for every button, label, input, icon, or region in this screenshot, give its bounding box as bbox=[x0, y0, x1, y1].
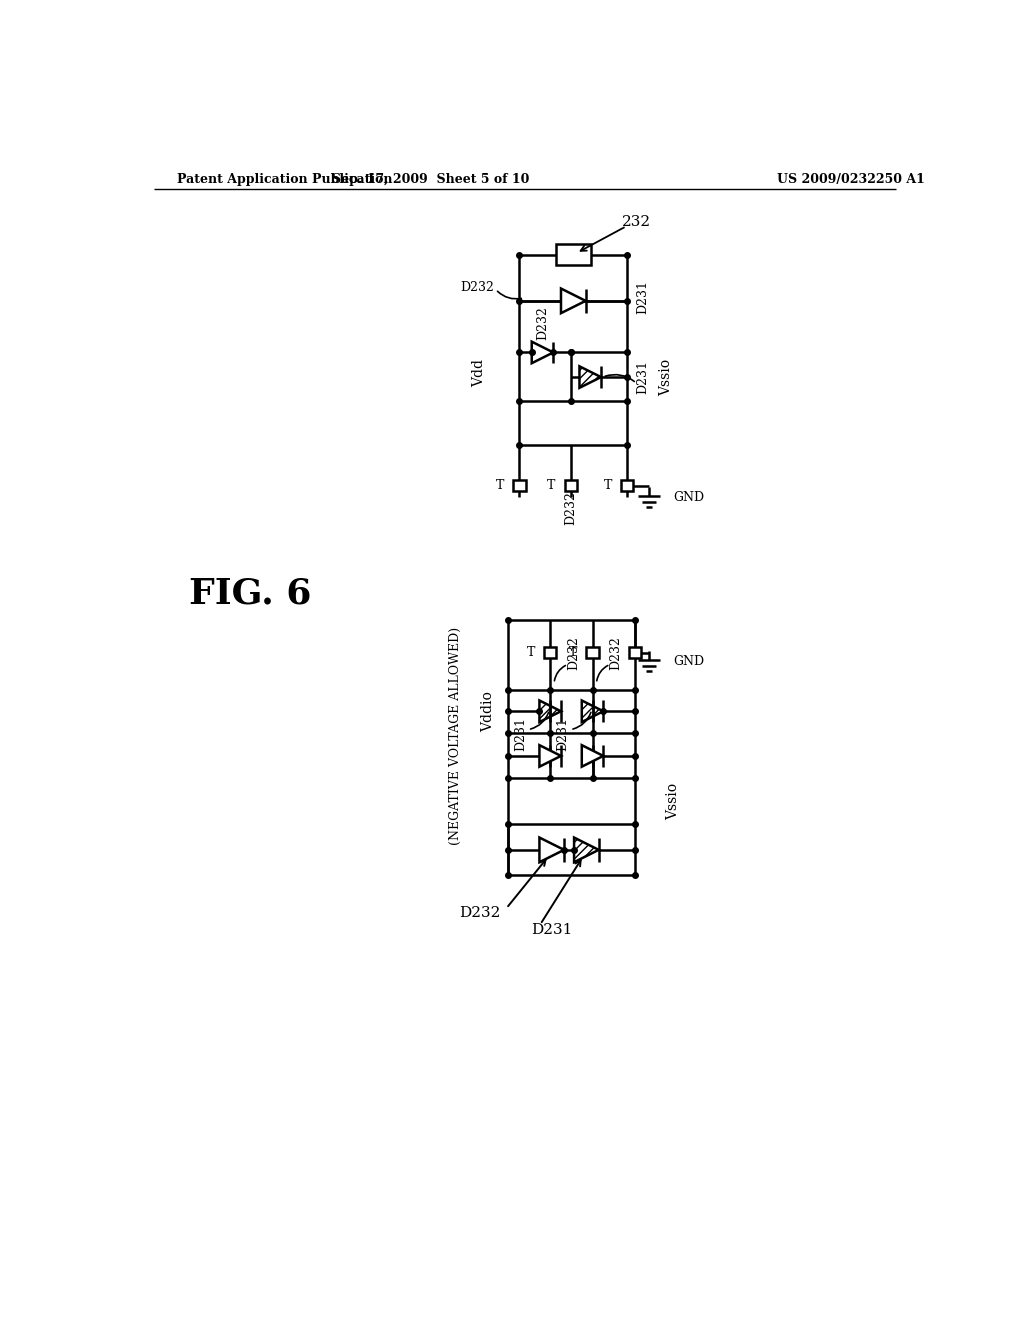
Polygon shape bbox=[561, 289, 586, 313]
Text: D231: D231 bbox=[514, 717, 527, 751]
Text: Vdd: Vdd bbox=[472, 359, 486, 387]
Text: Vddio: Vddio bbox=[481, 690, 496, 731]
Text: D232: D232 bbox=[459, 906, 500, 920]
Text: T: T bbox=[526, 647, 535, 659]
Text: D232: D232 bbox=[564, 491, 578, 525]
Text: D231: D231 bbox=[637, 280, 649, 314]
Polygon shape bbox=[540, 744, 561, 767]
Text: D232: D232 bbox=[567, 636, 581, 669]
Text: Patent Application Publication: Patent Application Publication bbox=[177, 173, 392, 186]
Text: D232: D232 bbox=[609, 636, 623, 669]
Text: D232: D232 bbox=[536, 306, 549, 341]
Bar bbox=[513, 480, 525, 491]
Polygon shape bbox=[531, 342, 553, 363]
Text: US 2009/0232250 A1: US 2009/0232250 A1 bbox=[777, 173, 926, 186]
Bar bbox=[587, 647, 599, 659]
Text: (NEGATIVE VOLTAGE ALLOWED): (NEGATIVE VOLTAGE ALLOWED) bbox=[449, 627, 462, 845]
Text: D231: D231 bbox=[556, 717, 569, 751]
Text: Vssio: Vssio bbox=[667, 783, 680, 820]
Text: FIG. 6: FIG. 6 bbox=[188, 577, 311, 610]
Text: D231: D231 bbox=[531, 923, 572, 937]
Text: GND: GND bbox=[674, 491, 705, 504]
Bar bbox=[556, 244, 591, 265]
Text: D231: D231 bbox=[637, 360, 649, 395]
Text: Vssio: Vssio bbox=[658, 359, 673, 396]
Bar bbox=[621, 480, 634, 491]
Polygon shape bbox=[582, 744, 603, 767]
Bar bbox=[629, 647, 641, 659]
Text: T: T bbox=[496, 479, 504, 492]
Text: D232: D232 bbox=[460, 281, 494, 294]
Text: 232: 232 bbox=[622, 215, 651, 228]
Bar bbox=[565, 480, 578, 491]
Bar bbox=[544, 647, 556, 659]
Text: T: T bbox=[547, 479, 556, 492]
Text: T: T bbox=[603, 479, 611, 492]
Polygon shape bbox=[540, 838, 564, 862]
Text: GND: GND bbox=[674, 656, 705, 668]
Text: T: T bbox=[568, 647, 578, 659]
Text: Sep. 17, 2009  Sheet 5 of 10: Sep. 17, 2009 Sheet 5 of 10 bbox=[332, 173, 529, 186]
